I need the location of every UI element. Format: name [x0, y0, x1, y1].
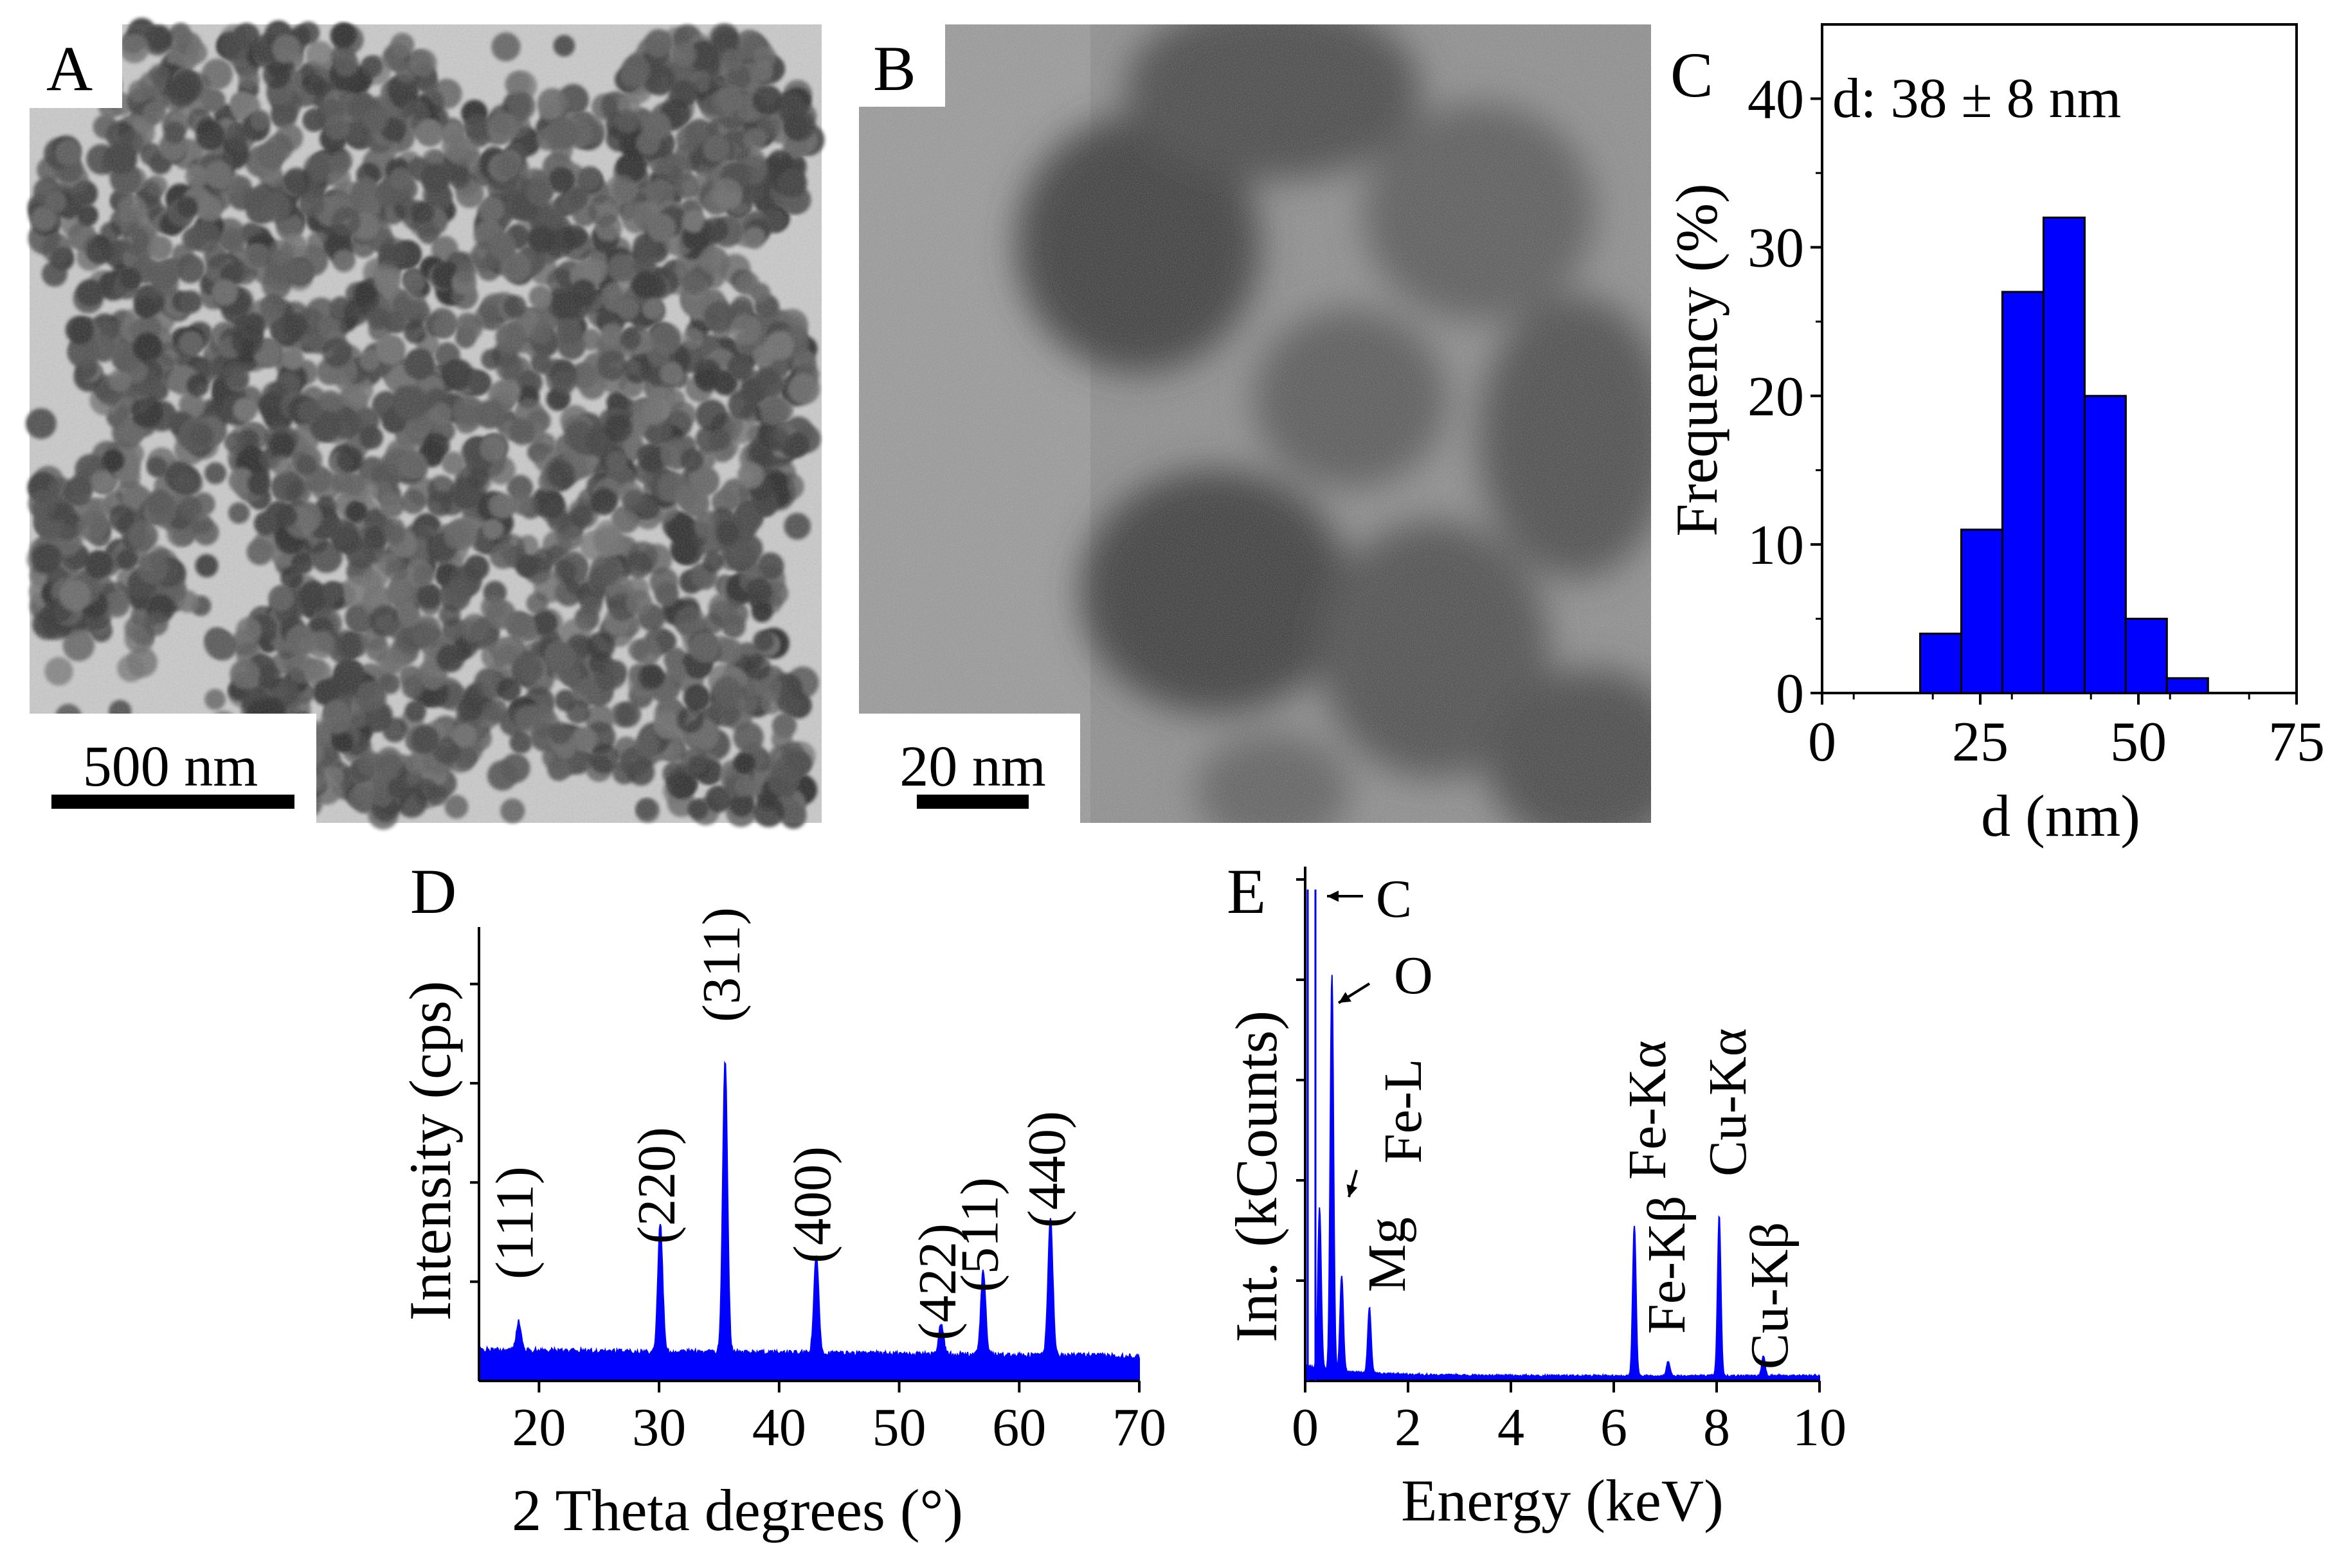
xrd-xlabel: 2 Theta degrees (°) — [512, 1477, 963, 1543]
histogram-bars — [1919, 216, 2209, 694]
histogram-xlabel: d (nm) — [1981, 783, 2140, 849]
histogram-bar — [2124, 617, 2168, 694]
annotation-arrowhead — [1339, 992, 1351, 1003]
x-tick-label: 2 — [1395, 1398, 1422, 1457]
scalebar-a — [51, 795, 294, 809]
edx-peak-label: Cu-Kα — [1698, 1028, 1758, 1176]
x-tick-label: 0 — [1808, 711, 1836, 773]
panel-a-letter: A — [46, 33, 93, 104]
x-tick-label: 4 — [1497, 1398, 1524, 1457]
xrd-peak-label: (111) — [485, 1166, 545, 1279]
edx-peak-label: C — [1376, 869, 1412, 929]
panel-b-label-box — [859, 24, 945, 107]
histogram-bar — [2042, 216, 2086, 694]
scalebar-a-label: 500 nm — [83, 735, 258, 798]
panel-a-label-box — [30, 24, 122, 108]
xrd-plot: 20 30 40 50 60 70 (111) (220) (311) (400) (422)(51… — [470, 907, 1166, 1457]
annotation-arrowhead — [1346, 1184, 1358, 1197]
edx-peak-label: Cu-Kβ — [1740, 1222, 1800, 1369]
histogram-bar — [2001, 291, 2045, 694]
edx-peak-label: Fe-Kα — [1618, 1040, 1677, 1180]
scalebar-b — [917, 795, 1029, 809]
xrd-peak-label: (220) — [627, 1127, 687, 1244]
histogram-axes: 0 25 50 75 0 10 20 30 40 — [1747, 69, 2325, 773]
histogram-annotation: d: 38 ± 8 nm — [1832, 68, 2121, 130]
x-tick-label: 70 — [1112, 1398, 1166, 1457]
panel-c-histogram: C d: 38 ± 8 nm 0 25 50 75 0 10 20 30 40 d (nm) F… — [1664, 23, 2325, 849]
panel-d-letter: D — [410, 856, 456, 927]
panel-b-tem-image: B 20 nm — [859, 24, 1651, 823]
histogram-bar — [1960, 528, 2003, 694]
y-tick-label: 0 — [1776, 663, 1804, 725]
edx-peak-label: Mg — [1357, 1217, 1417, 1292]
annotation-arrowhead — [1327, 890, 1339, 902]
x-tick-label: 50 — [872, 1398, 926, 1457]
y-tick-label: 30 — [1747, 217, 1804, 280]
panel-d-xrd: D 20 30 40 50 60 70(111) (220)(311)(400)(422)(… — [397, 856, 1166, 1543]
y-tick-label: 20 — [1747, 366, 1804, 428]
spectrum-area — [478, 1061, 1140, 1382]
x-tick-label: 10 — [1793, 1398, 1847, 1457]
x-tick-label: 25 — [1952, 711, 2009, 773]
y-tick-label: 10 — [1747, 514, 1804, 577]
x-tick-label: 8 — [1703, 1398, 1730, 1457]
xrd-peak-label: (440) — [1017, 1111, 1077, 1228]
y-tick-label: 40 — [1747, 69, 1804, 131]
edx-peak-label: Fe-Kβ — [1637, 1196, 1697, 1334]
xrd-ylabel: Intensity (cps) — [397, 981, 463, 1321]
panel-b-letter: B — [873, 33, 916, 104]
panel-a-tem-image: A 500 nm — [26, 17, 825, 830]
edx-ylabel: Int. (kCounts) — [1224, 1011, 1289, 1342]
panel-c-letter: C — [1670, 39, 1713, 111]
x-tick-label: 60 — [992, 1398, 1046, 1457]
tem-a-grain — [30, 24, 822, 823]
spectrum-area — [1305, 975, 1820, 1382]
x-tick-label: 30 — [632, 1398, 686, 1457]
xrd-peak-label: (511) — [950, 1177, 1009, 1292]
tem-b-grain — [859, 24, 1651, 823]
x-tick-label: 50 — [2110, 711, 2167, 773]
x-tick-label: 6 — [1600, 1398, 1627, 1457]
panel-e-letter: E — [1227, 856, 1266, 927]
xrd-peak-label: (422) — [908, 1223, 968, 1340]
histogram-ylabel: Frequency (%) — [1664, 183, 1729, 536]
histogram-bar — [2083, 395, 2127, 694]
x-tick-label: 20 — [512, 1398, 566, 1457]
x-tick-label: 40 — [752, 1398, 806, 1457]
histogram-bar — [1919, 633, 1962, 694]
x-tick-label: 0 — [1292, 1398, 1319, 1457]
x-tick-label: 75 — [2268, 711, 2325, 773]
histogram-bar — [2165, 677, 2209, 694]
edx-xlabel: Energy (keV) — [1401, 1468, 1724, 1533]
xrd-peak-label: (311) — [692, 907, 752, 1022]
edx-peak-label: O — [1394, 946, 1433, 1005]
scalebar-b-label: 20 nm — [899, 735, 1046, 798]
edx-peak-label: Fe-L — [1373, 1059, 1433, 1164]
xrd-peak-label: (400) — [783, 1146, 843, 1263]
